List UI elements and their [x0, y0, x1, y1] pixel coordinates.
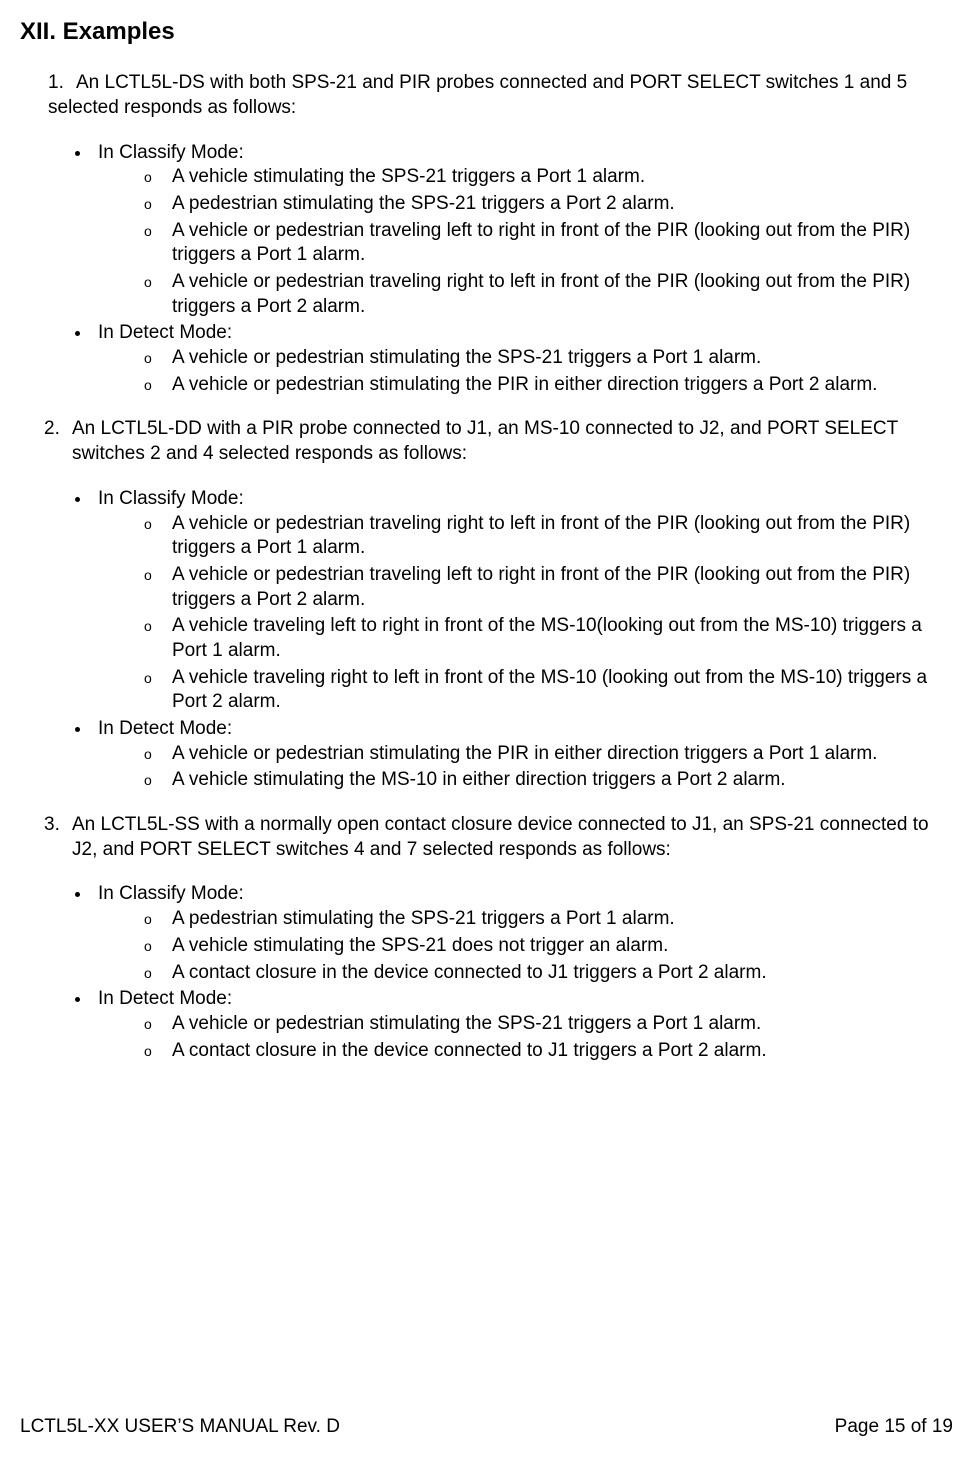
mode-list: In Classify Mode: A vehicle or pedestria…	[20, 487, 953, 793]
sub-item: A pedestrian stimulating the SPS-21 trig…	[144, 192, 953, 217]
mode-item: In Classify Mode: A vehicle stimulating …	[92, 141, 953, 320]
mode-label: In Detect Mode:	[98, 322, 232, 343]
sub-list: A pedestrian stimulating the SPS-21 trig…	[98, 907, 953, 985]
mode-list: In Classify Mode: A pedestrian stimulati…	[20, 882, 953, 1063]
sub-item: A vehicle or pedestrian traveling left t…	[144, 219, 953, 268]
sub-item: A vehicle or pedestrian traveling left t…	[144, 563, 953, 612]
sub-list: A vehicle stimulating the SPS-21 trigger…	[98, 165, 953, 319]
sub-list: A vehicle or pedestrian stimulating the …	[98, 346, 953, 397]
footer-left: LCTL5L-XX USER’S MANUAL Rev. D	[20, 1415, 340, 1440]
sub-item: A vehicle traveling right to left in fro…	[144, 666, 953, 715]
sub-list: A vehicle or pedestrian traveling right …	[98, 512, 953, 716]
sub-item: A vehicle stimulating the SPS-21 does no…	[144, 934, 953, 959]
section-heading: XII. Examples	[20, 16, 953, 47]
mode-label: In Classify Mode:	[98, 883, 244, 904]
mode-item: In Detect Mode: A vehicle or pedestrian …	[92, 987, 953, 1063]
sub-item: A vehicle stimulating the SPS-21 trigger…	[144, 165, 953, 190]
example-intro-text: An LCTL5L-DS with both SPS-21 and PIR pr…	[48, 72, 907, 118]
example-intro: 3.An LCTL5L-SS with a normally open cont…	[48, 813, 953, 862]
mode-list: In Classify Mode: A vehicle stimulating …	[20, 141, 953, 398]
sub-item: A pedestrian stimulating the SPS-21 trig…	[144, 907, 953, 932]
sub-list: A vehicle or pedestrian stimulating the …	[98, 1012, 953, 1063]
mode-label: In Detect Mode:	[98, 988, 232, 1009]
mode-label: In Detect Mode:	[98, 718, 232, 739]
mode-item: In Detect Mode: A vehicle or pedestrian …	[92, 321, 953, 397]
sub-item: A contact closure in the device connecte…	[144, 961, 953, 986]
sub-item: A vehicle or pedestrian stimulating the …	[144, 373, 953, 398]
page: XII. Examples 1.An LCTL5L-DS with both S…	[0, 0, 973, 1484]
mode-label: In Classify Mode:	[98, 488, 244, 509]
mode-item: In Detect Mode: A vehicle or pedestrian …	[92, 717, 953, 793]
example-intro: 1.An LCTL5L-DS with both SPS-21 and PIR …	[48, 71, 953, 120]
sub-item: A vehicle or pedestrian stimulating the …	[144, 742, 953, 767]
footer-right: Page 15 of 19	[835, 1415, 953, 1440]
sub-item: A contact closure in the device connecte…	[144, 1039, 953, 1064]
example-intro-text: An LCTL5L-SS with a normally open contac…	[72, 814, 929, 860]
example-number: 2.	[44, 417, 72, 442]
sub-item: A vehicle or pedestrian traveling right …	[144, 270, 953, 319]
example-number: 1.	[48, 71, 76, 96]
example-intro: 2.An LCTL5L-DD with a PIR probe connecte…	[48, 417, 953, 466]
example-intro-text: An LCTL5L-DD with a PIR probe connected …	[72, 418, 898, 464]
mode-item: In Classify Mode: A vehicle or pedestria…	[92, 487, 953, 715]
sub-item: A vehicle traveling left to right in fro…	[144, 614, 953, 663]
sub-item: A vehicle stimulating the MS-10 in eithe…	[144, 768, 953, 793]
sub-item: A vehicle or pedestrian stimulating the …	[144, 1012, 953, 1037]
page-footer: LCTL5L-XX USER’S MANUAL Rev. D Page 15 o…	[20, 1415, 953, 1440]
sub-item: A vehicle or pedestrian stimulating the …	[144, 346, 953, 371]
sub-item: A vehicle or pedestrian traveling right …	[144, 512, 953, 561]
mode-label: In Classify Mode:	[98, 142, 244, 163]
sub-list: A vehicle or pedestrian stimulating the …	[98, 742, 953, 793]
example-number: 3.	[44, 813, 72, 838]
mode-item: In Classify Mode: A pedestrian stimulati…	[92, 882, 953, 985]
